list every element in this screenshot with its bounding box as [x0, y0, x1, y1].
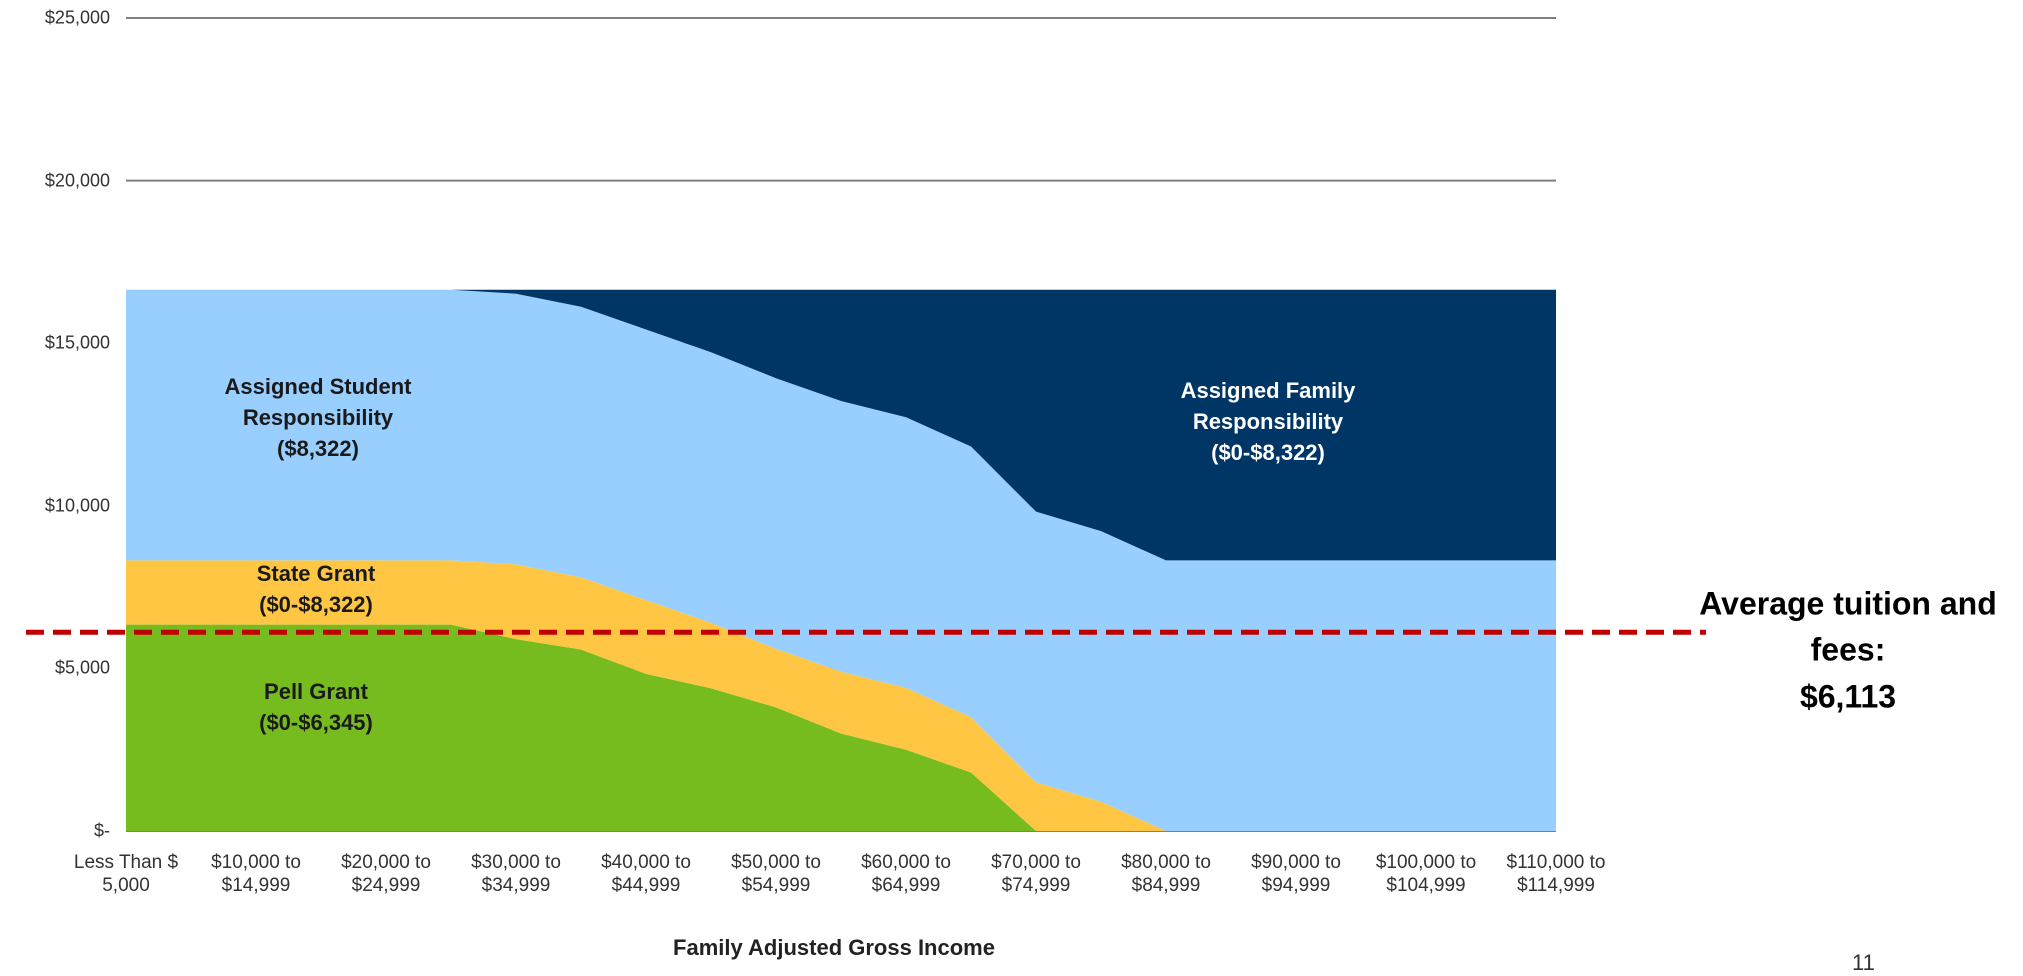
- area-label-name: Assigned Student Responsibility: [224, 373, 412, 430]
- x-tick-label: $80,000 to $84,999: [1121, 852, 1211, 896]
- area-label-range: ($0-$6,345): [259, 710, 373, 735]
- y-tick-label: $-: [93, 820, 110, 841]
- area: [126, 289, 1556, 831]
- area-label: Assigned Student Responsibility ($8,322): [198, 372, 438, 464]
- x-tick-label: Less Than $ 5,000: [73, 852, 179, 896]
- area-label-name: Pell Grant: [264, 679, 368, 705]
- y-tick-label: $5,000: [54, 657, 110, 678]
- x-tick-label: $60,000 to $64,999: [861, 852, 951, 896]
- area: [126, 560, 1556, 831]
- x-tick-label: $30,000 to $34,999: [471, 852, 561, 896]
- reference-annotation: Average tuition and fees: $6,113: [1698, 580, 1998, 719]
- page-number: 11: [1852, 950, 1875, 975]
- area: [126, 624, 1556, 831]
- area-label-name: State Grant: [256, 561, 376, 587]
- y-tick-label: $20,000: [44, 170, 110, 191]
- x-tick-label: $50,000 to $54,999: [731, 852, 821, 896]
- y-tick-label: $25,000: [44, 7, 110, 28]
- area-label-name: Assigned Family Responsibility: [1180, 377, 1356, 434]
- area-label: Pell Grant ($0-$6,345): [196, 677, 436, 739]
- area: [126, 289, 1556, 561]
- x-tick-label: $10,000 to $14,999: [211, 852, 301, 896]
- y-tick-label: $15,000: [44, 332, 110, 353]
- x-tick-label: $90,000 to $94,999: [1251, 852, 1341, 896]
- x-axis-title: Family Adjusted Gross Income: [673, 935, 995, 960]
- area-label: State Grant ($0-$8,322): [196, 559, 436, 621]
- x-tick-label: $100,000 to $104,999: [1375, 852, 1477, 896]
- reference-label: Average tuition and fees:: [1699, 585, 1997, 668]
- y-tick-label: $10,000: [44, 495, 110, 516]
- x-tick-label: $20,000 to $24,999: [341, 852, 431, 896]
- x-tick-label: $110,000 to $114,999: [1506, 852, 1606, 896]
- area-label-range: ($0-$8,322): [259, 592, 373, 617]
- area-label-range: ($8,322): [277, 435, 359, 461]
- area-label: Assigned Family Responsibility ($0-$8,322…: [1148, 376, 1388, 468]
- area-label-range: ($0-$8,322): [1211, 439, 1325, 465]
- x-tick-label: $40,000 to $44,999: [601, 852, 691, 896]
- reference-value-label: $6,113: [1799, 678, 1897, 715]
- x-tick-label: $70,000 to $74,999: [991, 852, 1081, 896]
